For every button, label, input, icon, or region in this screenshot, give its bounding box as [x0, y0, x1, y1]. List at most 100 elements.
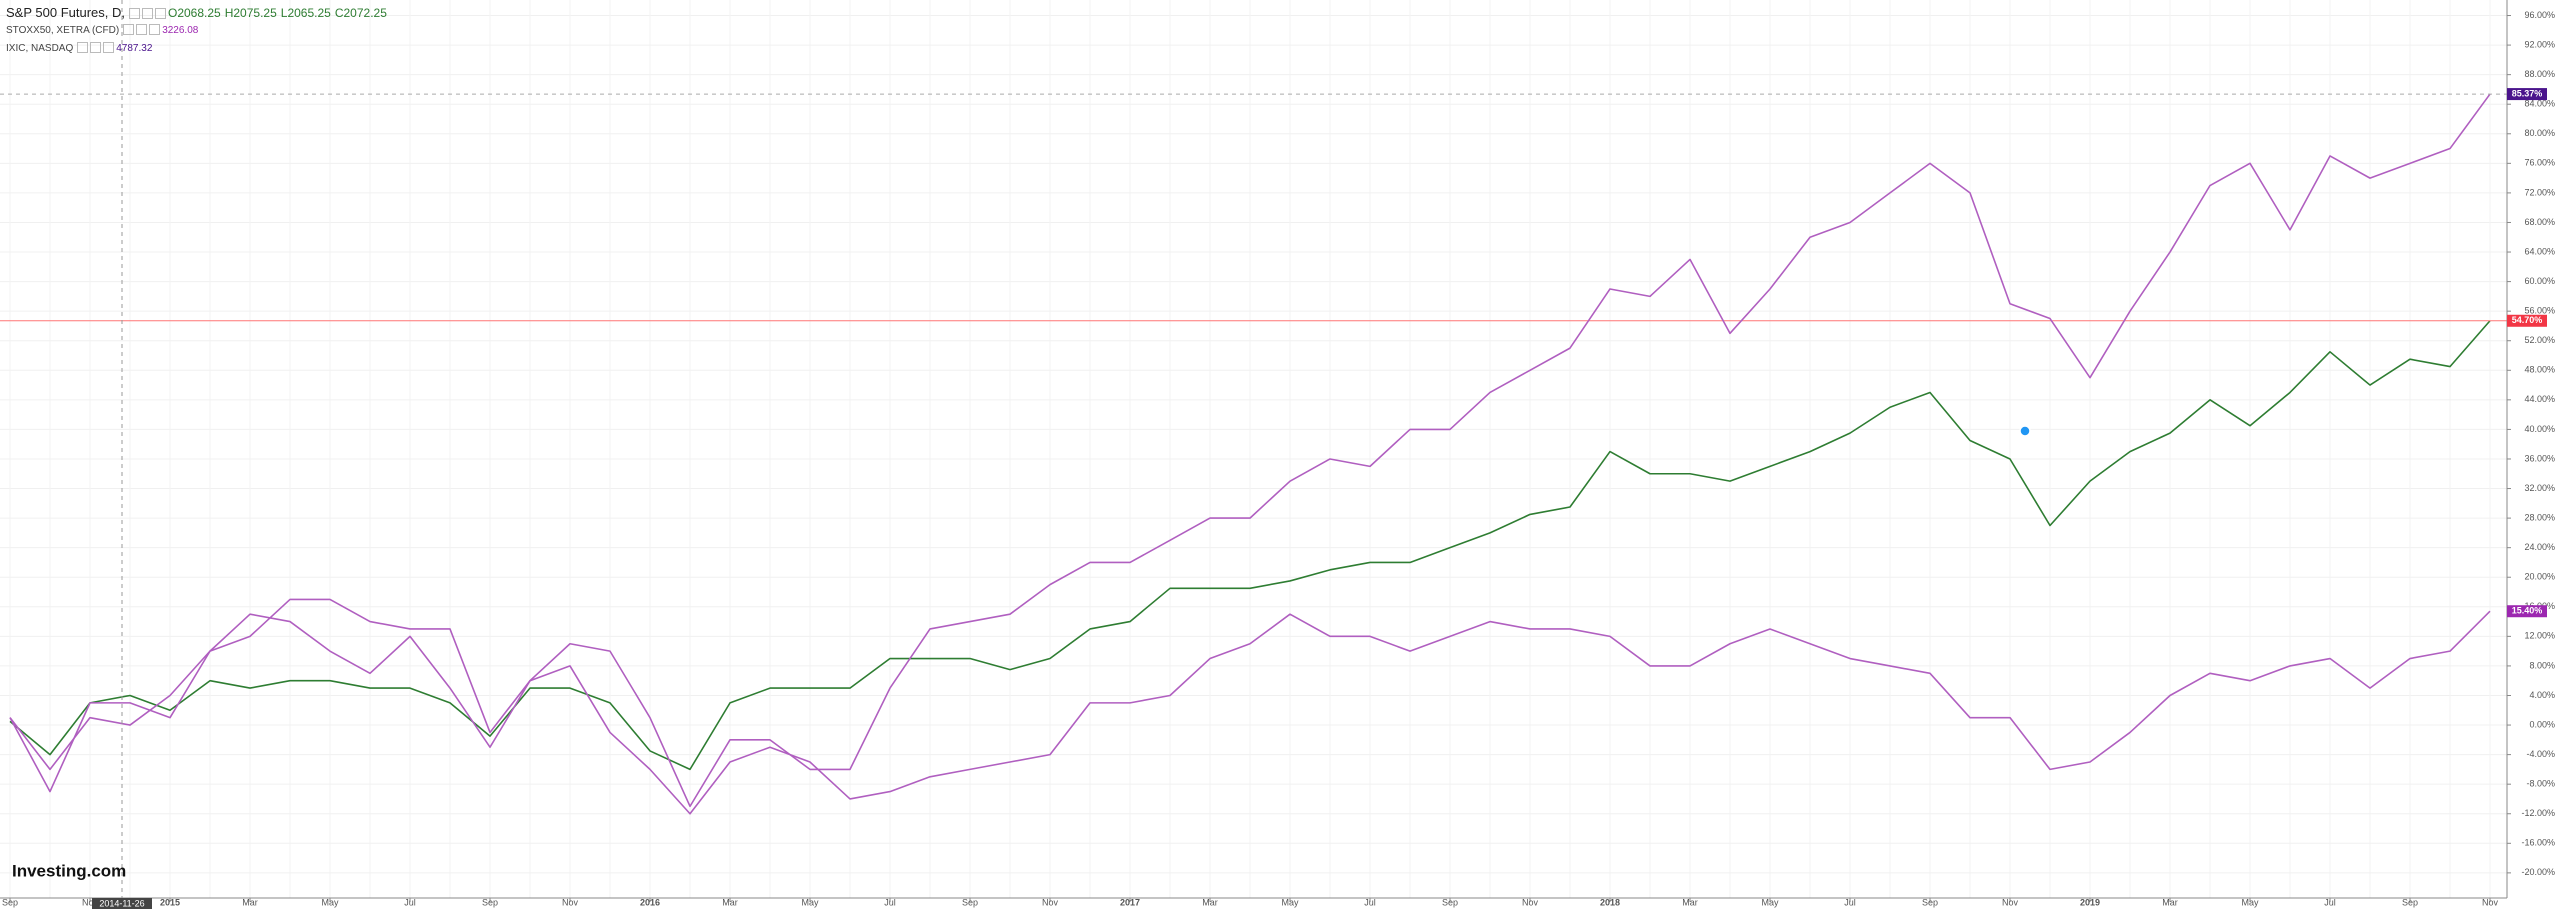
x-tick-label: Nov [1042, 897, 1059, 907]
y-tick-label: 60.00% [2524, 276, 2555, 286]
last-value-label: 15.40% [2512, 606, 2543, 616]
x-tick-label: 2017 [1120, 897, 1140, 907]
plot-area [0, 93, 2507, 815]
x-tick-label: May [321, 897, 339, 907]
legend-quote: 3226.08 [162, 25, 199, 36]
event-marker[interactable] [2019, 425, 2031, 437]
legend-quote: 4787.32 [116, 43, 153, 54]
y-tick-label: 64.00% [2524, 246, 2555, 256]
y-tick-label: 40.00% [2524, 424, 2555, 434]
legend-button [77, 42, 89, 54]
crosshair-label: 2014-11-26 [99, 898, 144, 908]
y-tick-label: 12.00% [2524, 631, 2555, 641]
x-tick-label: Mar [1202, 897, 1218, 907]
legend-button [90, 42, 102, 54]
x-tick-label: May [1761, 897, 1779, 907]
y-tick-label: 68.00% [2524, 217, 2555, 227]
y-tick-label: 0.00% [2529, 719, 2555, 729]
y-tick-label: 48.00% [2524, 365, 2555, 375]
legend-name: S&P 500 Futures, D, [6, 5, 125, 20]
legend-row: IXIC, NASDAQ 4787.32 [6, 39, 391, 57]
legend-name: IXIC, NASDAQ [6, 43, 74, 54]
y-tick-label: 76.00% [2524, 158, 2555, 168]
crosshair-badge [92, 898, 152, 909]
x-tick-label: 2019 [2080, 897, 2100, 907]
y-tick-label: -8.00% [2526, 779, 2555, 789]
x-tick-label: Nov [562, 897, 579, 907]
x-tick-label: 2016 [640, 897, 660, 907]
legend-quote: C2072.25 [334, 6, 387, 20]
last-value-badge [2507, 605, 2547, 618]
x-tick-label: Nov [2482, 897, 2499, 907]
x-tick-label: Sep [1922, 897, 1938, 907]
y-tick-label: 20.00% [2524, 572, 2555, 582]
x-tick-label: Jul [2324, 897, 2336, 907]
legend-name: STOXX50, XETRA (CFD) [6, 25, 120, 36]
last-value-badge [2507, 314, 2547, 327]
x-tick-label: Nov [2002, 897, 2019, 907]
grid [0, 0, 2507, 898]
y-tick-label: -16.00% [2521, 838, 2555, 848]
legend-row: STOXX50, XETRA (CFD) 3226.08 [6, 21, 391, 39]
last-value-label: 85.37% [2512, 88, 2543, 98]
x-tick-label: Mar [722, 897, 738, 907]
series-line [9, 320, 2491, 771]
legend-button [142, 8, 153, 20]
x-tick-label: Nov [1522, 897, 1539, 907]
y-tick-label: 80.00% [2524, 128, 2555, 138]
legend-quote: L2065.25 [280, 6, 331, 20]
last-value-badge [2507, 88, 2547, 101]
legend-button [149, 24, 161, 36]
legend-button [103, 42, 115, 54]
legend-button [123, 24, 135, 36]
x-tick-label: May [801, 897, 819, 907]
x-tick-label: Sep [2402, 897, 2418, 907]
y-tick-label: 88.00% [2524, 69, 2555, 79]
x-tick-label: Jul [884, 897, 896, 907]
x-tick-label: Jul [1844, 897, 1856, 907]
legend-row: S&P 500 Futures, D, O2068.25 H2075.25 L2065… [6, 5, 391, 21]
last-value-label: 54.70% [2512, 315, 2543, 325]
y-tick-label: 84.00% [2524, 99, 2555, 109]
y-tick-label: 72.00% [2524, 187, 2555, 197]
y-tick-label: 4.00% [2529, 690, 2555, 700]
y-tick-label: 28.00% [2524, 512, 2555, 522]
y-tick-label: 36.00% [2524, 453, 2555, 463]
legend-button [129, 8, 140, 20]
y-tick-label: -4.00% [2526, 749, 2555, 759]
y-tick-label: 32.00% [2524, 483, 2555, 493]
y-tick-label: 96.00% [2524, 10, 2555, 20]
legend-quote: O2068.25 [168, 6, 221, 20]
x-tick-label: Sep [2, 897, 18, 907]
x-tick-label: May [1281, 897, 1299, 907]
watermark: Investing.com [12, 861, 126, 880]
x-tick-label: Jul [404, 897, 416, 907]
series-line [9, 93, 2491, 808]
x-tick-label: Sep [1442, 897, 1458, 907]
x-tick-label: Sep [962, 897, 978, 907]
y-tick-label: 44.00% [2524, 394, 2555, 404]
x-tick-label: Sep [482, 897, 498, 907]
x-tick-label: 2015 [160, 897, 180, 907]
y-tick-label: 8.00% [2529, 660, 2555, 670]
x-tick-label: May [2241, 897, 2259, 907]
x-tick-label: Mar [1682, 897, 1698, 907]
legend-button [155, 8, 166, 20]
x-tick-label: Nov [82, 897, 99, 907]
y-tick-label: 92.00% [2524, 39, 2555, 49]
legend-button [136, 24, 148, 36]
legend-quote: H2075.25 [224, 6, 277, 20]
y-tick-label: -12.00% [2521, 808, 2555, 818]
legend: S&P 500 Futures, D, O2068.25 H2075.25 L2065… [6, 5, 391, 57]
y-tick-label: 52.00% [2524, 335, 2555, 345]
x-tick-label: Jul [1364, 897, 1376, 907]
x-tick-label: 2018 [1600, 897, 1620, 907]
y-tick-label: -20.00% [2521, 867, 2555, 877]
y-tick-label: 24.00% [2524, 542, 2555, 552]
series-line [9, 610, 2491, 815]
y-tick-label: 56.00% [2524, 306, 2555, 316]
x-tick-label: Mar [242, 897, 258, 907]
